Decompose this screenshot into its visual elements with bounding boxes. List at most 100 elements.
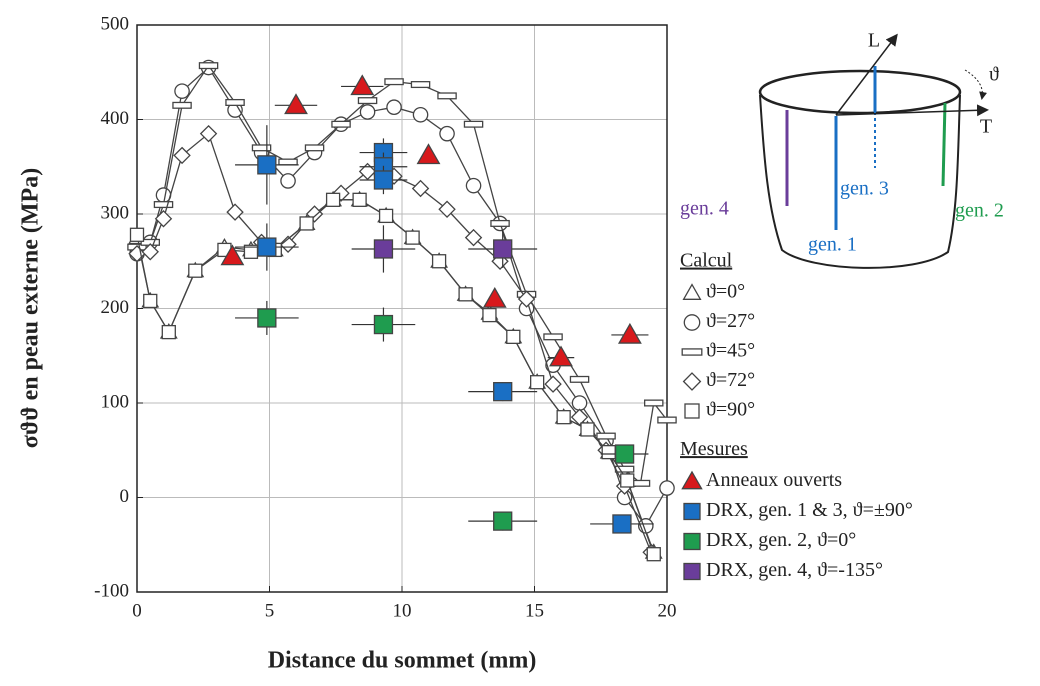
calc-point xyxy=(199,124,218,143)
calc-point xyxy=(304,144,325,152)
calc-point xyxy=(556,410,571,425)
measure-point xyxy=(373,170,394,190)
calc-point xyxy=(458,287,473,302)
measure-point xyxy=(416,143,441,165)
calc-point xyxy=(517,290,536,308)
y-tick-label: 300 xyxy=(101,202,130,223)
measure-point xyxy=(482,286,507,308)
y-tick-label: 0 xyxy=(120,486,130,507)
calc-point xyxy=(173,146,191,165)
calc-point xyxy=(543,333,563,341)
calc-point xyxy=(280,173,296,189)
calc-point xyxy=(571,395,588,411)
angle-arc xyxy=(964,69,988,100)
measure-point xyxy=(614,444,635,464)
x-tick-label: 15 xyxy=(525,600,544,621)
calc-point xyxy=(331,120,351,128)
inset-label: ϑ xyxy=(989,64,999,86)
legend-symbol xyxy=(684,403,700,419)
calc-point xyxy=(357,97,378,105)
calc-point xyxy=(279,235,297,253)
legend-label: ϑ=27° xyxy=(706,310,755,332)
y-tick-label: 200 xyxy=(101,297,130,318)
calc-point xyxy=(506,329,521,345)
calc-point xyxy=(359,104,376,120)
calc-point xyxy=(659,480,675,496)
measure-point xyxy=(493,382,513,402)
measure-point xyxy=(257,155,277,175)
y-axis-label: σϑϑ en peau externe (MPa) xyxy=(18,168,44,448)
legend-symbol xyxy=(683,562,701,581)
calc-point xyxy=(226,203,244,221)
calc-point xyxy=(198,62,219,70)
calc-point xyxy=(465,177,482,194)
inset-label: L xyxy=(868,30,880,52)
measure-point xyxy=(220,244,245,266)
plot-frame xyxy=(136,24,668,593)
measure-point xyxy=(612,514,632,534)
legend-label: ϑ=72° xyxy=(706,369,755,391)
cup-rim xyxy=(758,69,962,115)
calc-point xyxy=(463,120,484,128)
calc-point xyxy=(154,210,173,228)
legend-label: ϑ=90° xyxy=(706,399,755,421)
legend-symbol xyxy=(683,502,701,521)
inset-label: gen. 1 xyxy=(808,234,857,256)
measure-point xyxy=(257,308,277,328)
calc-point xyxy=(325,192,341,207)
legend-label: Anneaux ouverts xyxy=(706,469,842,491)
y-tick-label: 100 xyxy=(101,391,130,412)
calc-point xyxy=(646,547,661,562)
calc-line xyxy=(136,199,655,555)
calc-point xyxy=(188,263,203,278)
measure-point xyxy=(257,237,277,257)
calc-point xyxy=(225,98,245,106)
x-tick-label: 5 xyxy=(265,600,275,621)
calc-point xyxy=(620,473,635,488)
legend-symbol xyxy=(682,283,702,300)
calc-point xyxy=(141,243,159,261)
y-tick-label: 500 xyxy=(101,13,130,34)
inset-label: gen. 2 xyxy=(955,200,1004,222)
gen2-line xyxy=(941,102,947,187)
legend-label: DRX, gen. 4, ϑ=-135° xyxy=(706,559,883,581)
calc-point xyxy=(596,432,616,440)
calc-point xyxy=(411,179,430,198)
measure-point xyxy=(493,511,513,531)
calc-point xyxy=(278,158,298,166)
legend-label: ϑ=0° xyxy=(706,281,745,303)
calc-point xyxy=(405,230,420,245)
y-tick-label: 400 xyxy=(101,108,130,129)
x-tick-label: 20 xyxy=(658,600,677,621)
calc-point xyxy=(439,125,455,142)
legend-symbol xyxy=(681,470,703,490)
measure-point xyxy=(617,322,642,344)
legend-symbol xyxy=(683,314,701,331)
measure-point xyxy=(284,93,308,115)
calc-point xyxy=(386,99,402,116)
y-tick-label: -100 xyxy=(94,580,129,601)
calc-point xyxy=(544,375,562,393)
calc-point xyxy=(412,106,429,123)
calc-point xyxy=(410,81,431,89)
calc-point xyxy=(530,375,545,390)
calc-point xyxy=(143,293,158,309)
legend-title: Calcul xyxy=(680,250,733,272)
calc-point xyxy=(251,144,272,152)
x-tick-label: 0 xyxy=(132,600,142,621)
legend-label: ϑ=45° xyxy=(706,340,755,362)
measure-point xyxy=(350,74,375,96)
inset-label: T xyxy=(980,116,992,138)
legend-symbol xyxy=(681,348,703,356)
calc-point xyxy=(580,422,595,437)
calc-point xyxy=(299,216,314,231)
legend-label: DRX, gen. 2, ϑ=0° xyxy=(706,529,856,551)
calc-point xyxy=(129,227,145,242)
calc-point xyxy=(490,219,510,227)
calc-point xyxy=(128,244,146,263)
measure-point xyxy=(373,314,394,335)
x-axis-label: Distance du sommet (mm) xyxy=(268,648,537,674)
l-axis xyxy=(835,33,898,116)
calc-point xyxy=(161,324,176,340)
